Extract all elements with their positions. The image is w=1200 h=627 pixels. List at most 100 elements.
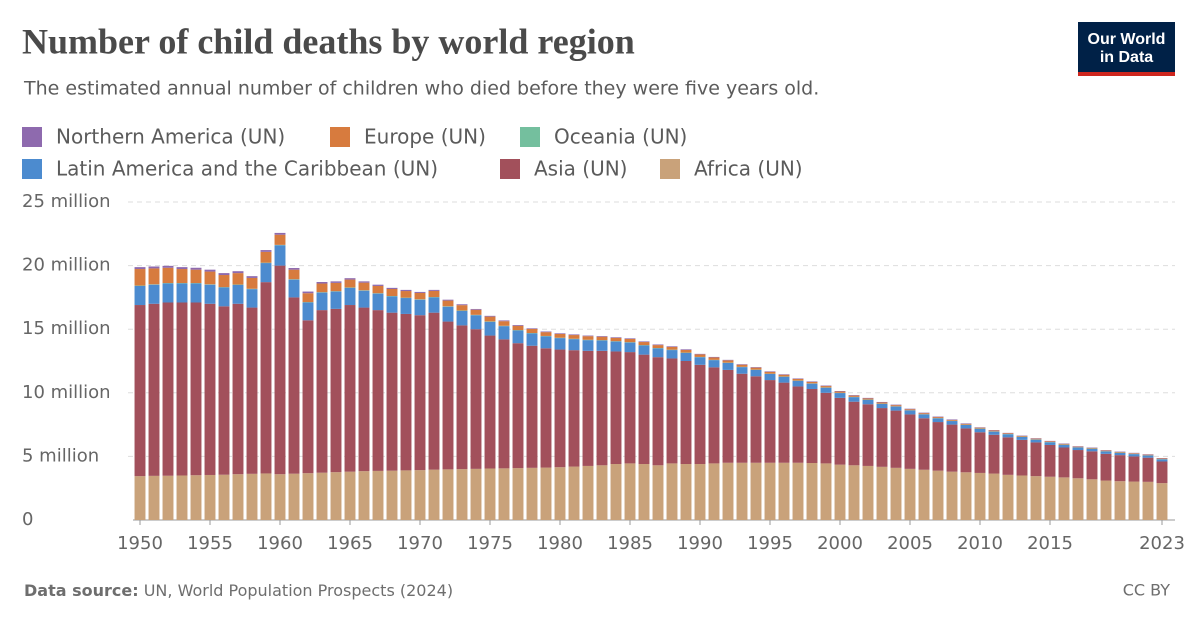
x-tick-label: 2005 <box>887 533 933 554</box>
bar-segment <box>918 414 930 419</box>
bar-segment <box>708 367 720 464</box>
bar-segment <box>694 364 706 465</box>
bar-segment <box>652 345 664 349</box>
bar-segment <box>134 267 146 270</box>
bar-segment <box>820 386 832 388</box>
x-tick-label: 1990 <box>677 533 723 554</box>
logo: Our World in Data <box>1078 22 1175 76</box>
legend-label: Latin America and the Caribbean (UN) <box>56 157 438 181</box>
bar-segment <box>274 474 286 520</box>
bar-segment <box>218 306 230 475</box>
bar-segment <box>456 310 468 326</box>
bar-segment <box>400 289 412 292</box>
bar-segment <box>1156 483 1168 520</box>
legend-label: Northern America (UN) <box>56 125 285 149</box>
bar-segment <box>554 467 566 520</box>
bar-segment <box>344 471 356 520</box>
bar-segment <box>274 265 286 475</box>
bar-segment <box>526 328 538 334</box>
y-tick-label: 0 <box>22 509 33 530</box>
bar-segment <box>652 344 664 346</box>
x-tick-label: 1970 <box>397 533 443 554</box>
bar-segment <box>1016 435 1028 437</box>
x-tick-label: 2000 <box>817 533 863 554</box>
bar-segment <box>694 353 706 355</box>
bar-segment <box>204 303 216 475</box>
bar-segment <box>442 299 454 301</box>
bar-segment <box>176 475 188 520</box>
bar-segment <box>960 472 972 520</box>
bar-segment <box>568 466 580 520</box>
bar-segment <box>932 470 944 520</box>
bar-segment <box>918 413 930 415</box>
bar-segment <box>330 282 342 292</box>
bar-segment <box>554 333 566 338</box>
bar-segment <box>890 405 902 407</box>
bar-segment <box>610 351 622 465</box>
bar-segment <box>764 373 776 381</box>
bar-segment <box>1002 433 1014 435</box>
bar-segment <box>218 287 230 307</box>
bar-segment <box>540 348 552 468</box>
bar-segment <box>848 397 860 402</box>
bar-segment <box>386 289 398 297</box>
bar-segment <box>582 465 594 520</box>
bar-segment <box>708 356 720 358</box>
bar-segment <box>806 463 818 520</box>
bar-segment <box>946 471 958 520</box>
bar-segment <box>540 332 552 336</box>
bar-segment <box>330 291 342 309</box>
bar-segment <box>610 341 622 352</box>
bar-segment <box>260 473 272 520</box>
bar-segment <box>428 290 440 298</box>
bar-segment <box>1058 443 1070 445</box>
logo-text: in Data <box>1100 49 1153 66</box>
bar-segment <box>540 331 552 333</box>
bar-segment <box>386 287 398 290</box>
bar-segment <box>736 373 748 463</box>
bar-segment <box>652 465 664 520</box>
bar-segment <box>316 310 328 473</box>
bar-segment <box>904 409 916 411</box>
bar-segment <box>1114 481 1126 520</box>
bar-segment <box>1086 447 1098 449</box>
bar-segment <box>176 302 188 476</box>
bar-segment <box>260 282 272 474</box>
bar-segment <box>582 350 594 466</box>
bar-segment <box>512 325 524 331</box>
bar-segment <box>484 335 496 469</box>
bar-segment <box>974 472 986 520</box>
bar-segment <box>848 465 860 520</box>
bar-segment <box>428 469 440 520</box>
bar-segment <box>988 430 1000 432</box>
bar-segment <box>764 380 776 463</box>
bar-segment <box>540 336 552 349</box>
bar-segment <box>862 404 874 466</box>
bar-segment <box>400 313 412 471</box>
bar-segment <box>582 335 594 337</box>
bar-segment <box>498 321 510 326</box>
bar-segment <box>260 263 272 283</box>
bar-segment <box>134 305 146 477</box>
bar-segment <box>260 250 272 252</box>
bar-segment <box>806 383 818 389</box>
bar-segment <box>302 320 314 474</box>
bar-segment <box>400 470 412 520</box>
bar-segment <box>372 470 384 520</box>
bar-segment <box>512 330 524 344</box>
bar-segment <box>1044 476 1056 520</box>
bar-segment <box>778 374 790 377</box>
bar-segment <box>554 333 566 334</box>
bar-segment <box>512 325 524 326</box>
legend-swatch <box>500 159 520 179</box>
x-tick-label: 1980 <box>537 533 583 554</box>
bar-segment <box>316 292 328 311</box>
bar-segment <box>638 354 650 465</box>
bar-segment <box>680 352 692 361</box>
bar-segment <box>694 464 706 520</box>
bar-segment <box>204 269 216 272</box>
bar-segment <box>1072 447 1084 451</box>
bar-segment <box>400 298 412 314</box>
bar-segment <box>638 464 650 520</box>
bar-segment <box>218 273 230 276</box>
